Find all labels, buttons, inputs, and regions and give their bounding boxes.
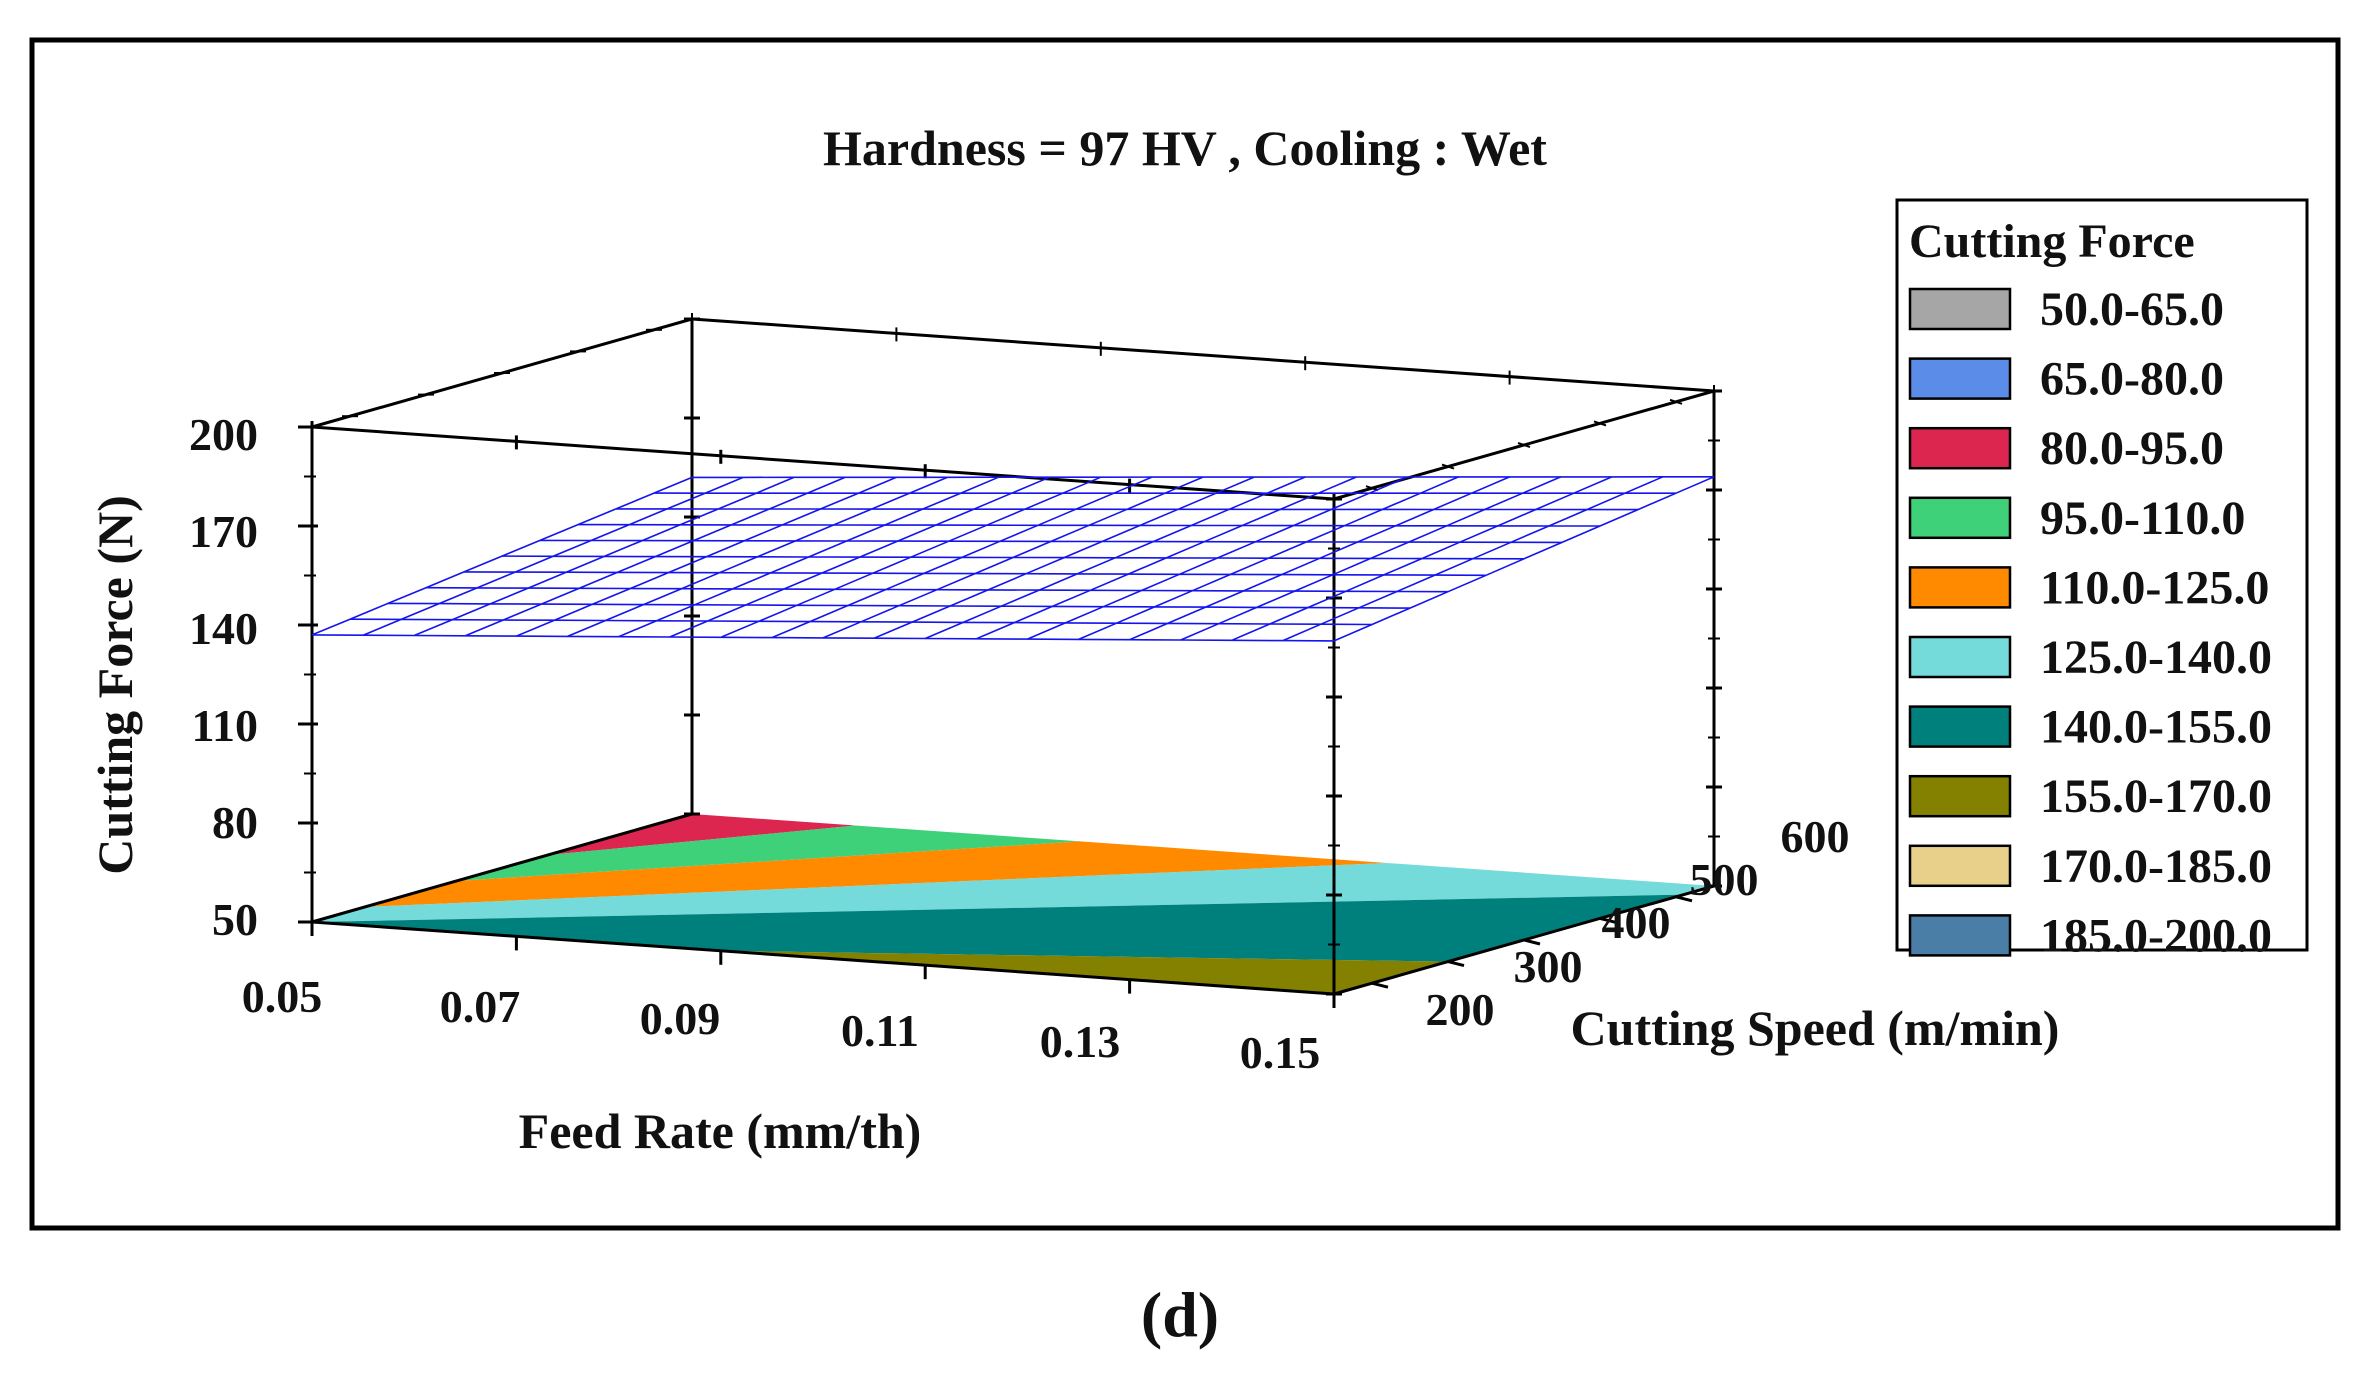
box-edge xyxy=(691,317,1715,393)
legend-label: 65.0-80.0 xyxy=(2040,353,2224,406)
chart-title: Hardness = 97 HV , Cooling : Wet xyxy=(823,120,1547,176)
z-tick-label: 140 xyxy=(189,603,258,654)
z-axis-label: Cutting Force (N) xyxy=(87,495,143,875)
response-surface-mesh xyxy=(311,476,1715,642)
mesh-line xyxy=(311,634,1335,642)
mesh-line xyxy=(577,523,1600,527)
x-tick-label: 0.09 xyxy=(640,993,721,1044)
legend-swatch xyxy=(1908,566,2012,609)
axis-box xyxy=(298,313,1722,1008)
box-edge xyxy=(311,425,1335,501)
legend-swatch xyxy=(1908,844,2012,888)
mesh-line xyxy=(463,571,1487,577)
legend-label: 110.0-125.0 xyxy=(2040,561,2269,614)
y-tick xyxy=(1523,938,1541,946)
legend-swatch xyxy=(1908,426,2012,470)
contour-band xyxy=(312,862,1714,922)
z-tick-label: 80 xyxy=(212,797,258,848)
legend-swatch xyxy=(1908,914,2012,957)
mesh-line xyxy=(539,539,1563,544)
legend-label: 50.0-65.0 xyxy=(2040,283,2224,336)
legend-label: 95.0-110.0 xyxy=(2040,492,2245,545)
y-tick-label: 600 xyxy=(1781,811,1850,862)
legend-entry: 50.0-65.0 xyxy=(1908,283,2224,336)
y-tick xyxy=(1599,916,1617,924)
contour-band xyxy=(365,841,1387,907)
legend-label: 185.0-200.0 xyxy=(2040,909,2272,962)
legend-swatch xyxy=(1908,357,2012,400)
y-tick xyxy=(1441,463,1455,470)
legend: Cutting Force 50.0-65.0 65.0-80.0 80.0-95.… xyxy=(1895,198,2309,962)
box-edge xyxy=(311,812,693,924)
legend-entry: 125.0-140.0 xyxy=(1908,631,2272,684)
legend-swatch xyxy=(1908,774,2012,818)
legend-entry: 185.0-200.0 xyxy=(1908,909,2272,962)
y-tick xyxy=(1371,981,1389,989)
x-tick-label: 0.15 xyxy=(1240,1027,1321,1078)
x-axis-label: Feed Rate (mm/th) xyxy=(519,1103,922,1159)
legend-swatch xyxy=(1908,287,2012,331)
y-tick xyxy=(1669,398,1683,405)
legend-entry: 140.0-155.0 xyxy=(1908,701,2272,754)
contour-band xyxy=(456,825,1081,881)
mesh-line xyxy=(425,586,1449,593)
y-tick xyxy=(1517,442,1531,448)
legend-label: 155.0-170.0 xyxy=(2040,770,2272,823)
y-tick xyxy=(1593,420,1607,427)
contour-band xyxy=(720,950,1448,994)
figure-caption: (d) xyxy=(1141,1279,1219,1350)
y-tick-label: 500 xyxy=(1690,854,1759,905)
legend-label: 80.0-95.0 xyxy=(2040,422,2224,475)
z-axis: 50 80 110 140 170 200 xyxy=(189,409,258,945)
y-axis: 200 300 400 500 600 xyxy=(1426,811,1850,1035)
x-tick-label: 0.07 xyxy=(440,981,521,1032)
legend-entry: 80.0-95.0 xyxy=(1908,422,2224,475)
contour-band xyxy=(547,814,856,856)
mesh-line xyxy=(501,555,1525,560)
y-tick-label: 400 xyxy=(1602,897,1671,948)
y-tick xyxy=(1675,895,1693,903)
legend-label: 125.0-140.0 xyxy=(2040,631,2272,684)
mesh-line xyxy=(387,602,1411,609)
legend-entry: 65.0-80.0 xyxy=(1908,353,2224,406)
x-tick-label: 0.13 xyxy=(1040,1016,1121,1067)
y-axis-label: Cutting Speed (m/min) xyxy=(1571,1000,2060,1056)
mesh-line xyxy=(692,476,1714,479)
legend-entry: 110.0-125.0 xyxy=(1908,561,2269,614)
legend-swatch xyxy=(1908,496,2012,540)
y-tick-label: 300 xyxy=(1514,941,1583,992)
legend-title: Cutting Force xyxy=(1909,215,2195,268)
legend-swatch xyxy=(1908,705,2012,748)
mesh-line xyxy=(349,618,1373,626)
z-tick-label: 110 xyxy=(192,700,258,751)
y-tick-label: 200 xyxy=(1426,984,1495,1035)
legend-entry: 95.0-110.0 xyxy=(1908,492,2245,545)
box-edge xyxy=(311,920,1335,996)
legend-entry: 170.0-185.0 xyxy=(1908,840,2272,893)
legend-swatch xyxy=(1908,635,2012,679)
z-tick-label: 200 xyxy=(189,409,258,460)
x-axis: 0.05 0.07 0.09 0.11 0.13 0.15 xyxy=(242,971,1321,1078)
x-tick-label: 0.05 xyxy=(242,971,323,1022)
mesh-line xyxy=(616,508,1638,511)
legend-entry: 155.0-170.0 xyxy=(1908,770,2272,823)
y-tick xyxy=(1447,960,1465,968)
legend-label: 170.0-185.0 xyxy=(2040,840,2272,893)
x-tick-label: 0.11 xyxy=(841,1005,919,1056)
legend-label: 140.0-155.0 xyxy=(2040,701,2272,754)
z-tick-label: 170 xyxy=(189,506,258,557)
z-tick-label: 50 xyxy=(212,894,258,945)
